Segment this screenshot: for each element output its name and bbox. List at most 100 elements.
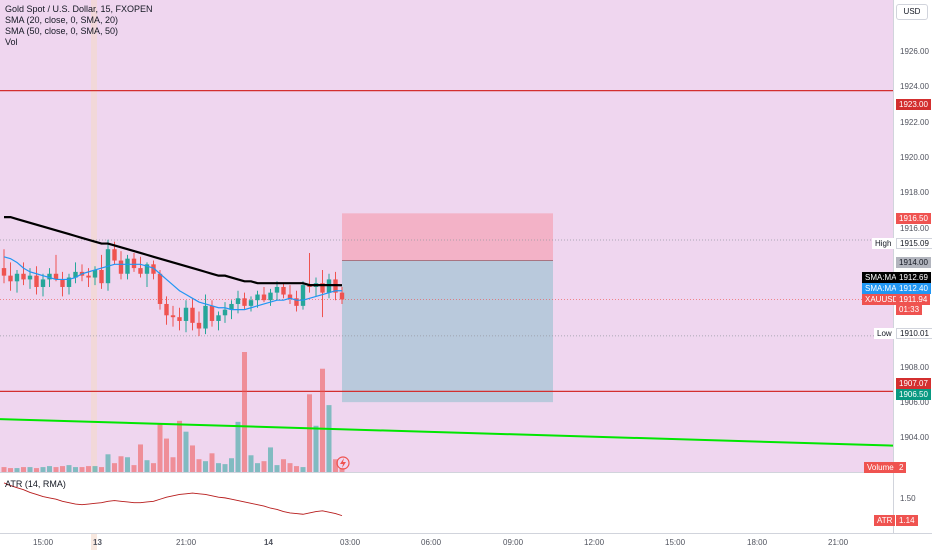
volume-bar <box>294 466 299 472</box>
volume-bar <box>66 465 72 472</box>
candle-body <box>164 303 169 316</box>
candle <box>287 285 293 304</box>
candle-body <box>170 315 176 318</box>
candle-body <box>151 264 156 274</box>
symbol-title[interactable]: Gold Spot / U.S. Dollar, 15, FXOPEN <box>5 4 153 14</box>
volume-bar <box>196 459 202 472</box>
candle-body <box>53 273 59 280</box>
candle <box>138 256 143 278</box>
sma50-legend[interactable]: SMA (50, close, 0, SMA, 50) <box>5 26 119 36</box>
entry-price-tag: 1914.00 <box>896 257 931 268</box>
volume-bar <box>170 457 176 472</box>
volume-bar <box>261 461 267 472</box>
candle-body <box>73 271 78 278</box>
sma50-line <box>4 216 343 287</box>
candle-body <box>196 322 202 329</box>
volume-bar <box>300 467 306 472</box>
volume-bar <box>339 468 345 472</box>
volume-bar <box>131 465 137 472</box>
atr-value-tag: 1.14 <box>896 515 918 526</box>
alert-icon[interactable] <box>336 456 350 470</box>
candle-body <box>177 317 182 321</box>
candle <box>92 266 98 286</box>
volume-bar <box>14 468 20 472</box>
volume-bar <box>235 421 241 472</box>
volume-bar <box>183 431 189 472</box>
candle <box>255 290 260 308</box>
candle <box>21 262 26 286</box>
time-tick: 14 <box>264 538 273 547</box>
price-tick: 1924.00 <box>900 82 929 91</box>
atr-line <box>3 482 343 517</box>
price-tick: 1916.00 <box>900 224 929 233</box>
price-tick: 1906.00 <box>900 398 929 407</box>
volume-bar <box>27 467 33 472</box>
currency-button[interactable]: USD <box>896 4 928 20</box>
candle-body <box>183 307 189 321</box>
volume-legend[interactable]: Vol <box>5 37 18 47</box>
high-label: High <box>872 238 895 249</box>
candle <box>261 286 267 303</box>
target-price-tag: 1906.50 <box>896 389 931 400</box>
candle-body <box>125 258 130 274</box>
atr-tick: 1.50 <box>900 494 916 503</box>
volume-bar <box>229 458 234 472</box>
candle-body <box>190 307 195 323</box>
volume-bar <box>8 468 13 472</box>
volume-bar <box>138 444 143 472</box>
atr-axis-label: ATR <box>874 515 896 526</box>
trendline[interactable] <box>0 418 894 447</box>
volume-bar <box>144 460 150 472</box>
sma50-axis-label: SMA:MA <box>862 272 900 283</box>
volume-bar <box>255 463 260 472</box>
atr-pane-background <box>0 473 893 533</box>
stop-loss-zone[interactable] <box>342 213 553 261</box>
volume-bar <box>34 468 39 472</box>
high-price-tag: 1915.09 <box>896 238 932 249</box>
candle-body <box>268 292 273 301</box>
volume-bar <box>177 420 182 472</box>
price-tick: 1920.00 <box>900 153 929 162</box>
candle <box>248 296 254 312</box>
sma20-legend[interactable]: SMA (20, close, 0, SMA, 20) <box>5 15 119 25</box>
candle <box>242 292 247 310</box>
candle-body <box>274 286 280 293</box>
take-profit-zone[interactable] <box>342 260 553 403</box>
atr-legend[interactable]: ATR (14, RMA) <box>5 479 66 489</box>
volume-bar <box>79 467 85 472</box>
candle <box>118 251 124 280</box>
candle-body <box>235 298 241 304</box>
volume-bar <box>203 461 208 472</box>
candle-body <box>294 298 299 306</box>
volume-bar <box>209 453 215 472</box>
candle-body <box>281 286 286 295</box>
time-tick: 15:00 <box>665 538 686 547</box>
candle-body <box>92 269 98 278</box>
candle-body <box>248 300 254 306</box>
volume-bar <box>53 467 59 472</box>
candle-body <box>21 273 26 280</box>
price-tick: 1908.00 <box>900 363 929 372</box>
candle <box>281 283 286 299</box>
volume-bar <box>268 447 273 472</box>
candle <box>320 269 325 318</box>
candle-body <box>216 315 221 321</box>
candle-body <box>14 273 20 282</box>
support-price-tag: 1907.07 <box>896 378 931 389</box>
volume-bar <box>151 463 156 472</box>
sma20-axis-label: SMA:MA <box>862 283 900 294</box>
volume-bar <box>86 466 91 472</box>
candle <box>300 281 306 310</box>
volume-bar <box>216 463 221 472</box>
volume-bar <box>190 445 195 472</box>
candle <box>183 300 189 333</box>
candle-body <box>118 260 124 274</box>
candle-body <box>242 298 247 306</box>
chart-legend: Gold Spot / U.S. Dollar, 15, FXOPEN SMA … <box>5 4 153 48</box>
candle <box>203 294 208 335</box>
candle <box>216 311 221 331</box>
candle-body <box>144 264 150 274</box>
time-tick: 15:00 <box>33 538 54 547</box>
